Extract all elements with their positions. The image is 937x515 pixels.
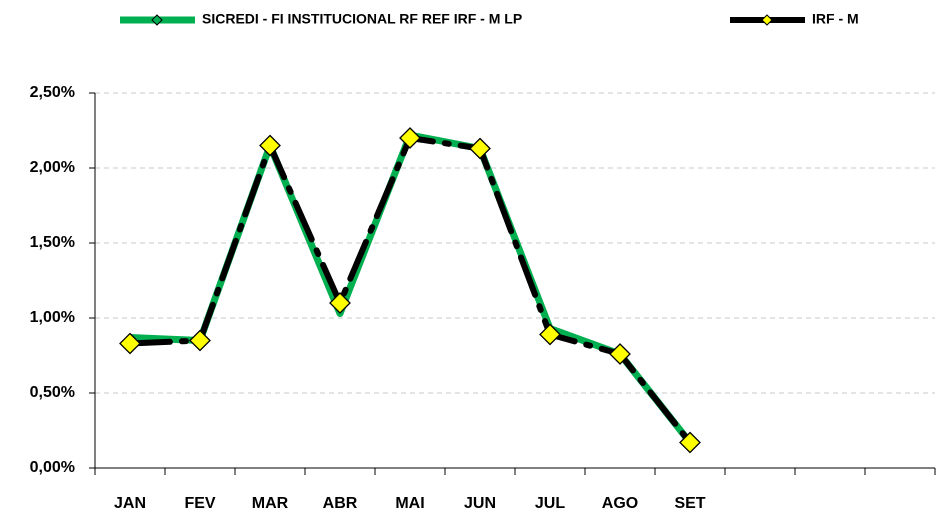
point-marker: [329, 292, 351, 314]
y-tick-label: 2,50%: [30, 84, 75, 101]
legend-label: SICREDI - FI INSTITUCIONAL RF REF IRF - …: [202, 11, 522, 27]
point-marker: [399, 127, 421, 149]
y-tick-label: 1,00%: [30, 309, 75, 326]
y-tick-label: 1,50%: [30, 234, 75, 251]
x-tick-label: FEV: [184, 495, 215, 512]
point-marker: [189, 329, 211, 352]
x-tick-label: ABR: [323, 495, 358, 512]
point-marker: [119, 332, 141, 355]
series-line: [129, 131, 693, 445]
y-tick-label: 2,00%: [30, 159, 75, 176]
legend-marker: [761, 14, 773, 26]
point-marker: [679, 431, 701, 454]
x-tick-label: AGO: [602, 495, 638, 512]
point-marker: [609, 343, 631, 365]
point-marker: [259, 134, 281, 157]
x-tick-label: MAI: [395, 495, 424, 512]
legend-marker: [151, 14, 163, 26]
series-line: [127, 135, 693, 446]
x-tick-label: SET: [674, 495, 705, 512]
x-tick-label: JAN: [114, 495, 146, 512]
y-tick-label: 0,50%: [30, 384, 75, 401]
y-tick-label: 0,00%: [30, 459, 75, 476]
x-tick-label: JUN: [464, 495, 496, 512]
point-marker: [539, 323, 561, 346]
point-marker: [469, 137, 491, 160]
x-tick-label: MAR: [252, 495, 289, 512]
x-tick-label: JUL: [535, 495, 565, 512]
legend-label: IRF - M: [812, 11, 859, 27]
